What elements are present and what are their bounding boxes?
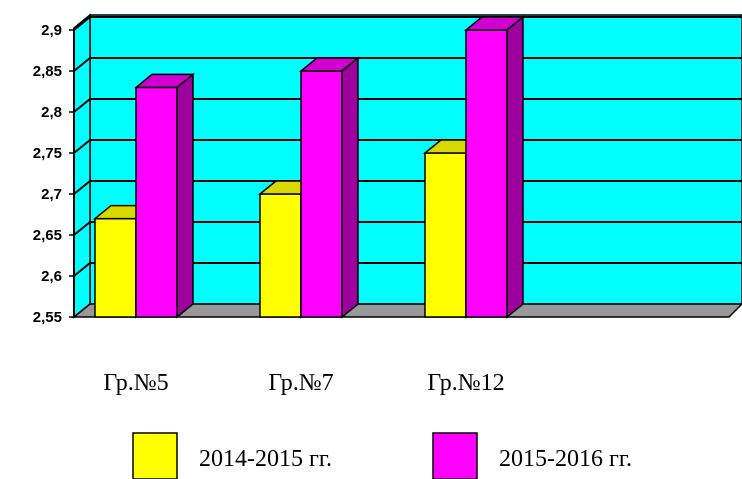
bar-1-2 [259,193,302,318]
y-tick-label: 2,75 [33,145,62,162]
grid-line-side [73,262,91,277]
legend-swatch-1 [132,432,178,479]
x-category-label: Гр.№7 [268,370,333,396]
grid-line-side [73,16,91,31]
bar-side-2-2 [341,56,359,319]
y-tick-label: 2,6 [41,268,62,285]
legend-label-2: 2015-2016 гг. [499,446,632,472]
grid-line-side [73,139,91,154]
bar-1-3 [424,152,467,318]
x-category-label: Гр.№5 [103,370,168,396]
grid-lines [73,16,742,277]
bars [92,15,526,319]
y-tick-label: 2,8 [41,104,62,121]
bar-1-1 [94,217,137,318]
x-axis-category-labels: Гр.№5 Гр.№7 Гр.№12 [103,370,504,396]
legend: 2014-2015 гг. 2015-2016 гг. [132,432,632,479]
chart-floor [71,303,742,318]
bar-side-2-3 [506,15,524,319]
grid-line-side [73,221,91,236]
x-category-label: Гр.№12 [427,370,504,396]
legend-swatch-2 [432,432,478,479]
y-tick-label: 2,9 [41,22,62,39]
bar-2-1 [135,86,178,318]
grid-line-side [73,98,91,113]
bar-2-3 [465,29,508,318]
grid-line-side [73,57,91,72]
grid-line-side [73,180,91,195]
bar-side-2-1 [176,72,194,319]
bar-2-2 [300,70,343,318]
y-tick-label: 2,55 [33,309,62,326]
legend-label-1: 2014-2015 гг. [199,446,332,472]
y-tick-label: 2,85 [33,63,62,80]
y-tick-label: 2,65 [33,227,62,244]
y-tick-label: 2,7 [41,186,62,203]
y-axis-tick-labels: 2,55 2,6 2,65 2,7 2,75 2,8 2,85 2,9 [33,22,75,326]
